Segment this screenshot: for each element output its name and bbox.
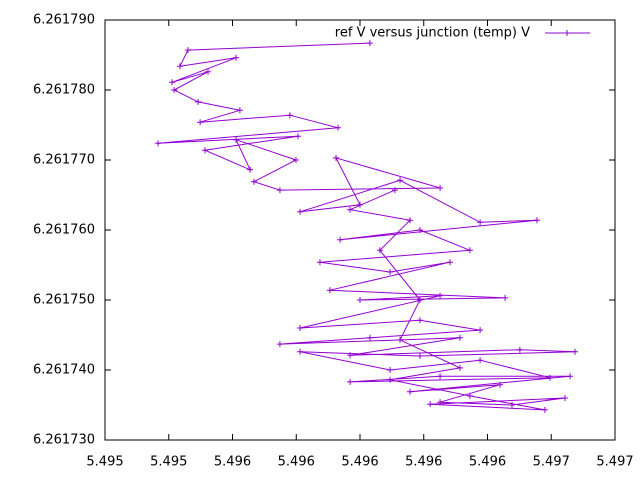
point bbox=[297, 208, 304, 215]
point bbox=[357, 201, 363, 208]
point bbox=[437, 185, 444, 191]
point bbox=[397, 177, 404, 184]
y-tick-label: 6.261750 bbox=[33, 293, 95, 308]
point bbox=[391, 187, 398, 194]
point bbox=[233, 136, 240, 143]
plot-frame bbox=[104, 19, 616, 441]
point bbox=[447, 259, 454, 266]
point bbox=[357, 297, 363, 303]
y-tick-label: 6.261780 bbox=[33, 83, 95, 98]
point bbox=[437, 373, 444, 380]
point bbox=[406, 217, 413, 224]
point bbox=[292, 157, 299, 163]
point bbox=[286, 112, 293, 119]
point bbox=[533, 217, 540, 224]
x-tick-label: 5.495 bbox=[86, 455, 123, 470]
x-tick-label: 5.496 bbox=[469, 455, 506, 470]
point bbox=[477, 327, 484, 334]
legend-marker bbox=[564, 30, 570, 36]
point bbox=[333, 154, 340, 161]
point bbox=[155, 140, 162, 147]
y-tick-label: 6.261740 bbox=[33, 363, 95, 378]
point bbox=[347, 206, 354, 213]
point bbox=[337, 236, 344, 243]
series-line bbox=[157, 42, 576, 411]
point bbox=[347, 352, 354, 359]
point bbox=[567, 373, 574, 380]
x-tick-label: 5.496 bbox=[405, 455, 442, 470]
y-tick-label: 6.261760 bbox=[33, 223, 95, 238]
point bbox=[397, 336, 404, 343]
point bbox=[437, 399, 444, 406]
point bbox=[233, 54, 240, 61]
point bbox=[571, 348, 578, 355]
point bbox=[335, 124, 342, 131]
x-tick-label: 5.496 bbox=[341, 455, 378, 470]
point bbox=[477, 219, 484, 226]
point bbox=[406, 388, 413, 395]
point bbox=[387, 269, 394, 275]
point bbox=[347, 378, 354, 385]
point bbox=[427, 401, 434, 408]
point bbox=[456, 334, 463, 341]
point bbox=[387, 367, 394, 373]
point bbox=[297, 348, 304, 355]
x-tick-label: 5.495 bbox=[150, 455, 187, 470]
point bbox=[546, 374, 553, 381]
x-tick-label: 5.497 bbox=[533, 455, 570, 470]
point bbox=[247, 166, 254, 173]
point bbox=[416, 353, 423, 359]
point bbox=[326, 287, 333, 294]
point bbox=[437, 292, 444, 299]
point bbox=[201, 147, 208, 154]
point bbox=[205, 68, 212, 75]
point bbox=[316, 259, 323, 266]
point bbox=[466, 247, 473, 254]
point bbox=[276, 187, 283, 194]
point bbox=[466, 392, 473, 399]
point bbox=[276, 341, 283, 348]
point bbox=[541, 406, 548, 413]
point bbox=[508, 402, 515, 408]
point bbox=[516, 346, 523, 353]
point bbox=[366, 334, 373, 341]
point bbox=[195, 98, 202, 105]
point bbox=[416, 297, 423, 303]
point bbox=[387, 376, 394, 383]
point bbox=[250, 178, 257, 185]
point bbox=[416, 317, 423, 324]
point bbox=[295, 133, 302, 140]
x-tick-label: 5.497 bbox=[596, 455, 633, 470]
point bbox=[366, 40, 373, 47]
y-tick-label: 6.261770 bbox=[33, 153, 95, 168]
y-tick-label: 6.261730 bbox=[33, 433, 95, 448]
x-tick-label: 5.496 bbox=[278, 455, 315, 470]
point bbox=[184, 47, 191, 54]
y-tick-label: 6.261790 bbox=[33, 13, 95, 28]
point bbox=[297, 325, 304, 331]
point bbox=[496, 381, 503, 388]
legend-label: ref V versus junction (temp) V bbox=[335, 26, 530, 41]
point bbox=[456, 364, 463, 371]
point bbox=[562, 395, 569, 401]
point bbox=[197, 119, 204, 126]
point bbox=[176, 63, 183, 70]
point bbox=[376, 247, 383, 254]
x-tick-label: 5.496 bbox=[214, 455, 251, 470]
point bbox=[236, 107, 243, 114]
point bbox=[502, 294, 509, 301]
point bbox=[169, 79, 176, 86]
point bbox=[416, 227, 423, 233]
point bbox=[171, 87, 178, 93]
point bbox=[477, 357, 484, 364]
